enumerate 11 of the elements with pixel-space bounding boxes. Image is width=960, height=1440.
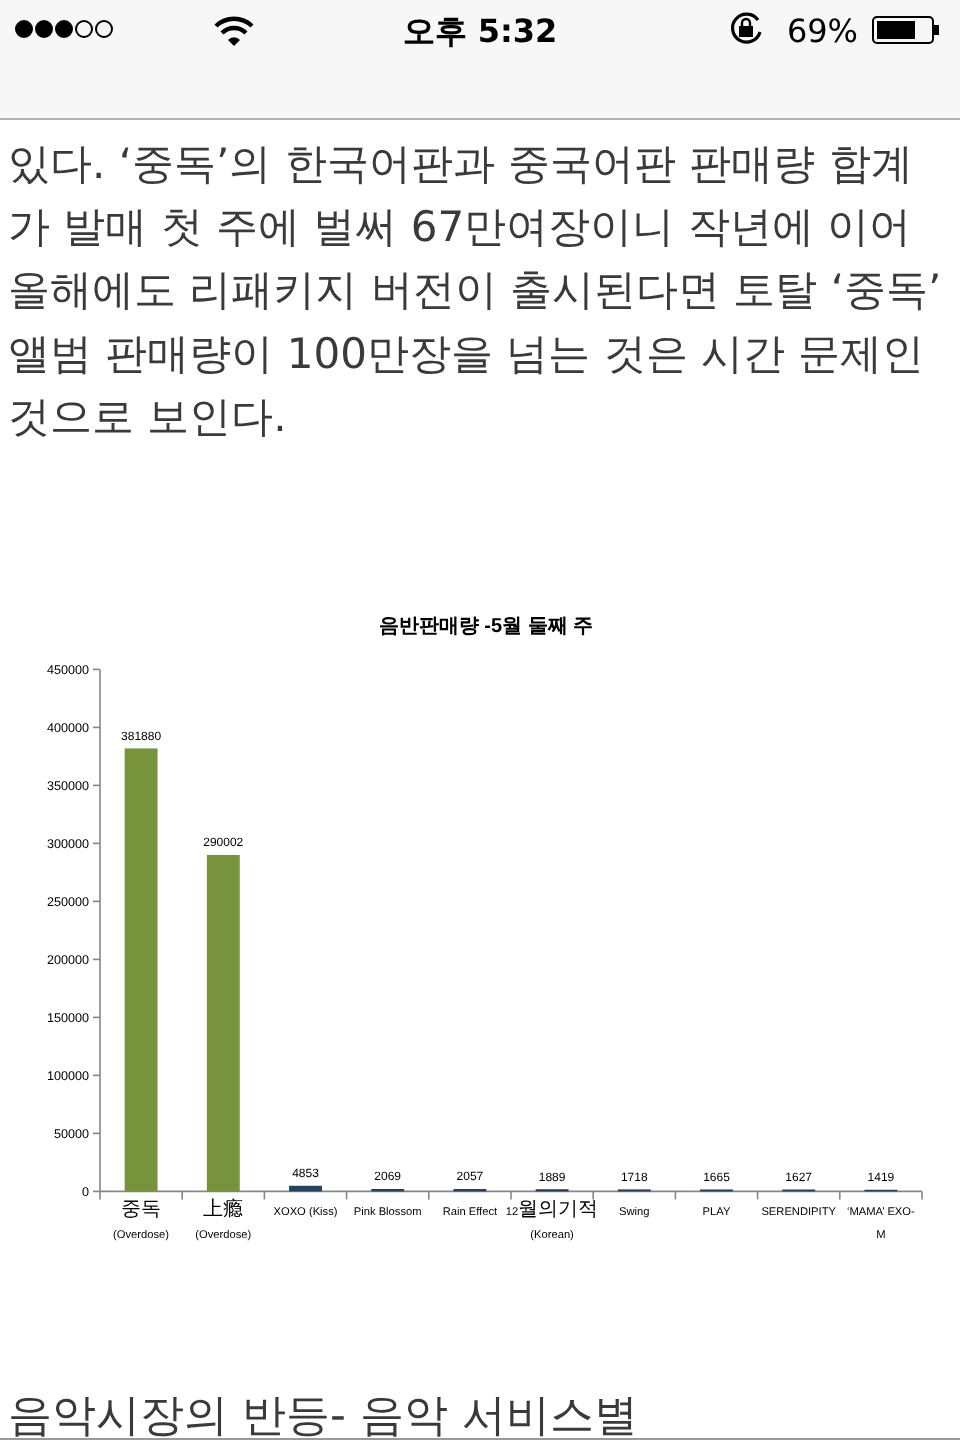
text: 앨범 판매량이 100만장을 넘는 것은 시간 문제인 bbox=[8, 329, 925, 378]
text: 69% bbox=[786, 12, 858, 50]
text: 음악시장의 반등- 음악 서비스별 bbox=[8, 1392, 638, 1440]
text: 오후 5:32 bbox=[402, 12, 558, 50]
text: 가 발매 첫 주에 벌써 67만여장이니 작년에 이어 bbox=[8, 203, 911, 252]
text: 올해에도 리패키지 버전이 출시된다면 토탈 ‘중독’ bbox=[8, 266, 942, 315]
text: 것으로 보인다. bbox=[8, 392, 287, 441]
bar bbox=[206, 855, 240, 1192]
text: 있다. ‘중독’의 한국어판과 중국어판 판매량 합계 bbox=[8, 140, 913, 188]
bar bbox=[124, 748, 158, 1192]
chart-title: 음반판매량 -5월 둘째 주 bbox=[378, 616, 594, 638]
